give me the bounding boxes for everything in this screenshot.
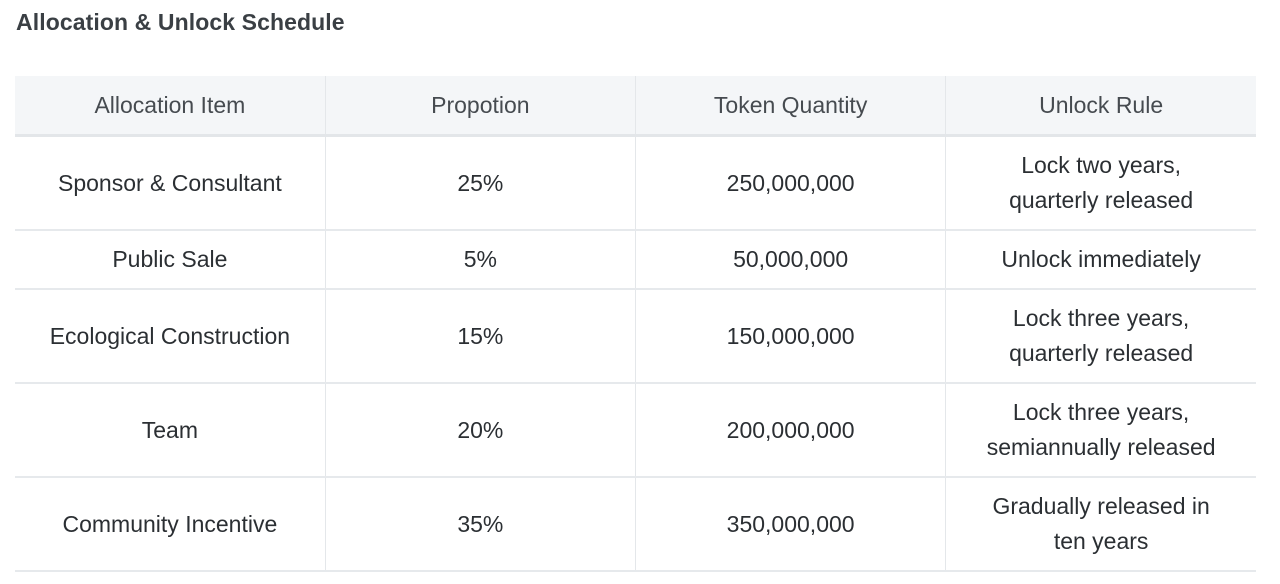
cell-unlock-rule: Lock three years, quarterly released xyxy=(945,289,1256,384)
cell-proportion: 5% xyxy=(324,230,636,290)
unlock-rule-line: semiannually released xyxy=(986,434,1216,460)
table-header-row: Allocation Item Propotion Token Quantity… xyxy=(15,76,1256,137)
cell-proportion: 15% xyxy=(324,289,636,384)
cell-unlock-rule: Lock two years, quarterly released xyxy=(945,135,1256,231)
table-row: Sponsor & Consultant 25% 250,000,000 Loc… xyxy=(15,135,1256,231)
cell-unlock-rule: Unlock immediately xyxy=(945,230,1256,290)
cell-proportion: 20% xyxy=(324,383,636,478)
header-token-quantity: Token Quantity xyxy=(634,76,946,137)
table-row: Team 20% 200,000,000 Lock three years, s… xyxy=(15,383,1256,478)
unlock-rule-line: Lock two years, xyxy=(1021,152,1182,178)
unlock-rule-line: Lock three years, xyxy=(1012,399,1190,425)
cell-token-quantity: 250,000,000 xyxy=(634,135,946,231)
cell-token-quantity: 50,000,000 xyxy=(634,230,946,290)
unlock-rule-line: quarterly released xyxy=(1009,340,1194,366)
cell-proportion: 35% xyxy=(324,477,636,572)
cell-token-quantity: 150,000,000 xyxy=(634,289,946,384)
cell-allocation-item: Public Sale xyxy=(15,230,326,290)
header-unlock-rule: Unlock Rule xyxy=(945,76,1256,137)
table-row: Ecological Construction 15% 150,000,000 … xyxy=(15,289,1256,384)
allocation-table: Allocation Item Propotion Token Quantity… xyxy=(15,76,1256,572)
unlock-rule-line: Unlock immediately xyxy=(1001,246,1201,272)
cell-allocation-item: Ecological Construction xyxy=(15,289,326,384)
cell-unlock-rule: Gradually released in ten years xyxy=(945,477,1256,572)
unlock-rule-line: quarterly released xyxy=(1009,187,1194,213)
cell-token-quantity: 350,000,000 xyxy=(634,477,946,572)
cell-allocation-item: Sponsor & Consultant xyxy=(15,135,326,231)
cell-allocation-item: Community Incentive xyxy=(15,477,326,572)
unlock-rule-line: ten years xyxy=(1053,528,1149,554)
table-row: Community Incentive 35% 350,000,000 Grad… xyxy=(15,477,1256,572)
page-title: Allocation & Unlock Schedule xyxy=(16,9,345,35)
unlock-rule-line: Lock three years, xyxy=(1012,305,1190,331)
header-allocation-item: Allocation Item xyxy=(15,76,326,137)
cell-token-quantity: 200,000,000 xyxy=(634,383,946,478)
cell-proportion: 25% xyxy=(324,135,636,231)
unlock-rule-line: Gradually released in xyxy=(992,493,1210,519)
cell-allocation-item: Team xyxy=(15,383,326,478)
cell-unlock-rule: Lock three years, semiannually released xyxy=(945,383,1256,478)
table-row: Public Sale 5% 50,000,000 Unlock immedia… xyxy=(15,230,1256,290)
header-proportion: Propotion xyxy=(324,76,636,137)
